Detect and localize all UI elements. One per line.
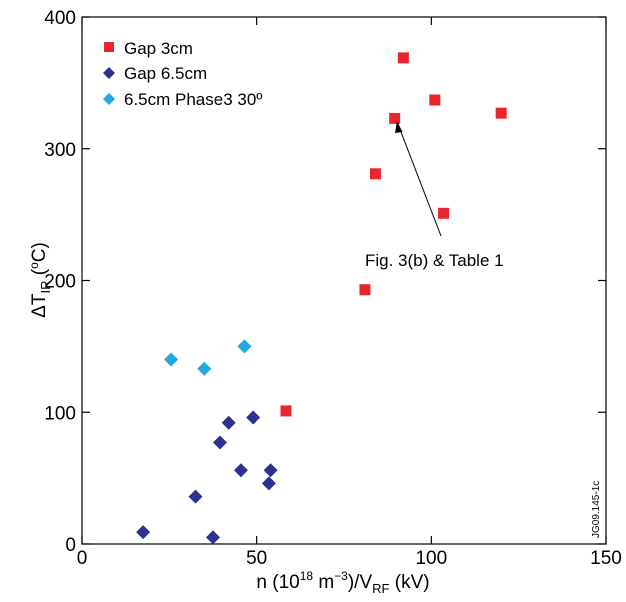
annotation-label: Fig. 3(b) & Table 1 — [365, 251, 504, 270]
y-tick-label-0: 0 — [65, 535, 76, 556]
point-series1-1 — [188, 489, 203, 504]
legend: Gap 3cm Gap 6.5cm 6.5cm Phase3 30º — [103, 39, 263, 109]
point-series0-2 — [369, 168, 381, 180]
y-axis-title: ΔTIR (oC) — [27, 242, 53, 318]
legend-label-gap-6-5cm: Gap 6.5cm — [124, 64, 207, 83]
point-series1-8 — [263, 463, 278, 478]
point-series0-3 — [389, 112, 401, 124]
legend-label-phase3: 6.5cm Phase3 30º — [124, 90, 263, 109]
point-series0-4 — [397, 52, 409, 64]
legend-label-gap-3cm: Gap 3cm — [124, 39, 193, 58]
point-series1-3 — [212, 435, 227, 450]
point-series0-0 — [280, 405, 292, 417]
point-series1-0 — [136, 525, 151, 540]
x-tick-label-100: 100 — [415, 548, 447, 569]
point-series1-6 — [246, 410, 261, 425]
legend-marker-gap-6-5cm — [103, 67, 115, 79]
x-tick-label-0: 0 — [77, 548, 88, 569]
point-series1-4 — [221, 415, 236, 430]
point-series0-1 — [359, 284, 371, 296]
figure-id: JG09.145-1c — [591, 481, 602, 538]
y-tick-label-300: 300 — [44, 140, 76, 161]
annotation-arrowhead — [395, 121, 403, 133]
x-tick-label-150: 150 — [590, 548, 622, 569]
point-series1-7 — [261, 476, 276, 491]
data-marks — [136, 52, 507, 545]
y-tick-label-400: 400 — [44, 8, 76, 29]
x-axis-title: n (1018 m−3)/VRF (kV) — [256, 569, 429, 596]
legend-marker-phase3 — [103, 93, 115, 105]
axis-ticks: 0 50 100 150 0 100 200 300 400 — [44, 8, 622, 569]
x-tick-label-50: 50 — [246, 548, 267, 569]
point-series0-7 — [495, 107, 507, 119]
point-series0-6 — [438, 207, 450, 219]
point-series1-5 — [233, 463, 248, 478]
point-series1-2 — [206, 530, 220, 545]
annotation-arrow-line — [398, 125, 442, 237]
point-series2-0 — [164, 352, 179, 367]
y-tick-label-200: 200 — [44, 272, 76, 293]
y-tick-label-100: 100 — [44, 403, 76, 424]
point-series2-1 — [197, 361, 212, 376]
point-series0-5 — [429, 94, 441, 106]
legend-marker-gap-3cm — [104, 42, 114, 52]
point-series2-2 — [237, 339, 252, 354]
